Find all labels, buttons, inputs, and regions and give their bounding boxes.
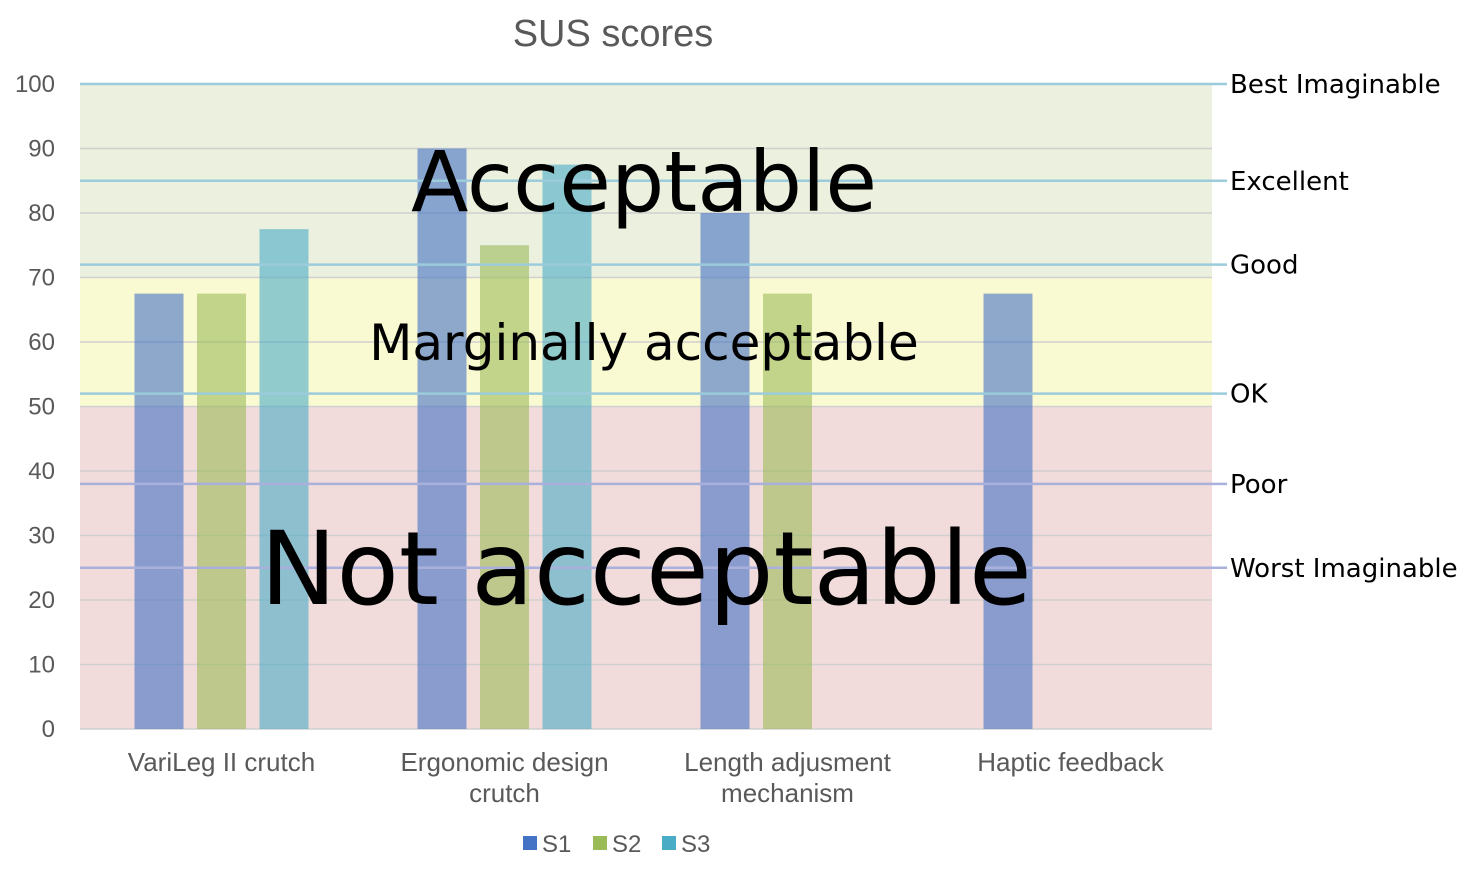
- bar-s2-2: [480, 245, 529, 729]
- y-tick-label-80: 80: [28, 200, 55, 227]
- y-tick-label-50: 50: [28, 394, 55, 421]
- y-tick-label-60: 60: [28, 329, 55, 356]
- bar-s3-1: [259, 229, 309, 729]
- x-category-label-4: Haptic feedback: [977, 747, 1164, 777]
- x-axis: VariLeg II crutch Ergonomic design crutch L…: [128, 747, 1165, 808]
- rating-label-worst-imaginable: Worst Imaginable: [1230, 554, 1458, 584]
- y-axis: 0 10 20 30 40 50 60 70 80 90 100: [15, 71, 55, 743]
- legend-label-s1: S1: [542, 831, 571, 858]
- y-tick-label-10: 10: [28, 652, 55, 679]
- rating-label-best-imaginable: Best Imaginable: [1230, 70, 1441, 100]
- zone-label-not-acceptable: Not acceptable: [260, 510, 1032, 629]
- y-tick-label-100: 100: [15, 71, 55, 98]
- y-tick-label-40: 40: [28, 458, 55, 485]
- legend-label-s2: S2: [612, 831, 641, 858]
- rating-label-excellent: Excellent: [1230, 167, 1349, 197]
- legend-swatch-s3: [662, 836, 676, 850]
- legend: S1 S2 S3: [523, 831, 710, 858]
- bar-s2-1: [197, 293, 246, 729]
- zone-label-marginally-acceptable: Marginally acceptable: [369, 314, 918, 372]
- legend-swatch-s2: [593, 836, 607, 850]
- x-category-label-1: VariLeg II crutch: [128, 747, 315, 777]
- x-category-label-2: Ergonomic design crutch: [400, 747, 608, 808]
- zone-label-acceptable: Acceptable: [411, 133, 877, 231]
- x-category-label-3: Length adjusment mechanism: [684, 747, 891, 808]
- y-tick-label-70: 70: [28, 265, 55, 292]
- rating-label-poor: Poor: [1230, 470, 1288, 500]
- legend-swatch-s1: [523, 836, 537, 850]
- bars: [134, 148, 1033, 729]
- y-tick-label-20: 20: [28, 587, 55, 614]
- y-tick-label-90: 90: [28, 136, 55, 163]
- bar-s2-3: [763, 293, 812, 729]
- bar-s1-1: [134, 293, 184, 729]
- bar-s1-3: [700, 213, 750, 729]
- zone-labels: Not acceptable Marginally acceptable Accep…: [260, 133, 1032, 629]
- rating-label-good: Good: [1230, 251, 1298, 281]
- rating-label-ok: OK: [1230, 380, 1268, 410]
- bar-s1-2: [417, 148, 467, 729]
- bar-s3-2: [542, 164, 592, 729]
- y-tick-label-0: 0: [42, 716, 55, 743]
- bar-s1-4: [983, 293, 1033, 729]
- y-tick-label-30: 30: [28, 523, 55, 550]
- rating-lines: Best Imaginable Excellent Good OK Poor Worst …: [80, 70, 1458, 584]
- chart-title: SUS scores: [513, 13, 714, 55]
- legend-label-s3: S3: [681, 831, 710, 858]
